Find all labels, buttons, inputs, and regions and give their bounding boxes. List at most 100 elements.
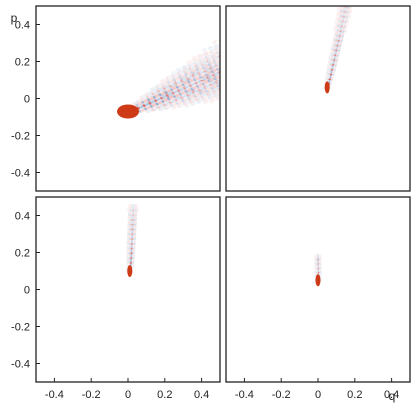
heat-cell <box>226 37 233 42</box>
heat-cell <box>226 90 233 95</box>
heat-cell <box>235 62 242 67</box>
heat-cell <box>227 77 234 82</box>
heat-cell <box>348 1 352 6</box>
heat-cell <box>252 66 259 71</box>
heat-cell <box>255 79 262 84</box>
peak-marker <box>324 81 330 94</box>
heat-cell <box>238 81 245 86</box>
heat-cell <box>233 38 240 43</box>
heat-cell <box>228 57 235 62</box>
heat-cell <box>227 50 234 55</box>
heat-cell <box>222 74 229 79</box>
heat-cell <box>245 60 252 65</box>
heat-cell <box>247 81 254 86</box>
heat-cell <box>227 45 234 50</box>
heat-cell <box>240 48 247 53</box>
heat-cell <box>249 64 256 69</box>
heat-cell <box>242 64 249 69</box>
heat-cell <box>217 86 220 91</box>
x-tick-label: 0 <box>315 389 321 401</box>
heat-cell <box>251 80 258 85</box>
heat-cell <box>241 62 248 67</box>
heat-cell <box>240 65 247 70</box>
peak-marker <box>127 265 133 277</box>
heat-cell <box>251 85 258 90</box>
heat-cell <box>237 69 244 74</box>
heat-cell <box>253 74 260 79</box>
heat-cell <box>234 60 241 65</box>
heat-cell <box>319 253 322 258</box>
heat-cell <box>237 79 244 84</box>
heat-cell <box>257 73 264 78</box>
heat-cell <box>217 74 220 79</box>
heat-cell <box>341 1 345 6</box>
heat-cell <box>230 74 237 79</box>
heat-cell <box>229 43 236 48</box>
heat-cell <box>234 55 241 60</box>
y-tick-label: 0.2 <box>15 57 30 69</box>
heat-cell <box>226 58 233 63</box>
x-tick-label: 0.4 <box>384 389 399 401</box>
heat-cell <box>347 0 351 5</box>
heat-cell <box>236 76 243 81</box>
heat-cell <box>258 81 265 86</box>
heat-cell <box>256 81 263 86</box>
heat-cell <box>248 62 255 67</box>
heat-cell <box>238 55 245 60</box>
heat-cell <box>231 80 238 85</box>
heat-cell <box>249 59 256 64</box>
heat-cell <box>243 38 250 43</box>
heat-cell <box>238 85 245 90</box>
heat-cell <box>254 71 261 76</box>
heat-cell <box>181 65 187 70</box>
heat-cell <box>231 76 238 81</box>
heat-cell <box>244 41 251 46</box>
heat-cell <box>244 74 251 79</box>
heat-cell <box>248 78 255 83</box>
heat-cell <box>245 81 252 86</box>
heat-cell <box>231 71 238 76</box>
heat-cell <box>230 56 237 61</box>
heat-cell <box>239 52 246 57</box>
heat-cell <box>240 75 247 80</box>
heat-cell <box>240 43 247 48</box>
x-tick-label: 0.4 <box>194 389 209 401</box>
heat-cell <box>236 45 243 50</box>
heat-cell <box>228 47 235 52</box>
heat-cell <box>237 83 244 88</box>
heat-cell <box>245 49 252 54</box>
heat-cell <box>226 42 233 47</box>
heat-cell <box>236 54 243 59</box>
heat-cell <box>223 84 230 89</box>
heat-cell <box>230 51 237 56</box>
heat-cell <box>240 80 247 85</box>
heat-cell <box>221 79 228 84</box>
heat-cell <box>239 63 246 68</box>
heat-cell <box>247 91 254 96</box>
heat-cell <box>221 85 228 90</box>
heat-cell <box>347 1 351 6</box>
heat-cell <box>246 68 253 73</box>
heat-cell <box>203 51 209 56</box>
heat-cell <box>245 55 252 60</box>
heat-cell <box>249 75 256 80</box>
heat-cell <box>228 41 235 46</box>
heat-cell <box>245 86 252 91</box>
heat-cell <box>222 42 229 47</box>
heat-cell <box>247 86 254 91</box>
heat-cell <box>234 43 241 48</box>
heat-cell <box>232 68 239 73</box>
heat-cell <box>227 65 234 70</box>
heat-cell <box>228 62 235 67</box>
heat-cell <box>235 64 242 69</box>
heat-cell <box>229 72 236 77</box>
heat-cell <box>246 46 253 51</box>
heat-cell <box>336 11 340 17</box>
heat-cell <box>242 59 249 64</box>
heat-cell <box>237 74 244 79</box>
heat-cell <box>229 69 236 74</box>
heat-cell <box>342 1 346 6</box>
heat-cell <box>337 6 340 12</box>
heat-cell <box>250 67 257 72</box>
heat-cell <box>231 87 238 92</box>
